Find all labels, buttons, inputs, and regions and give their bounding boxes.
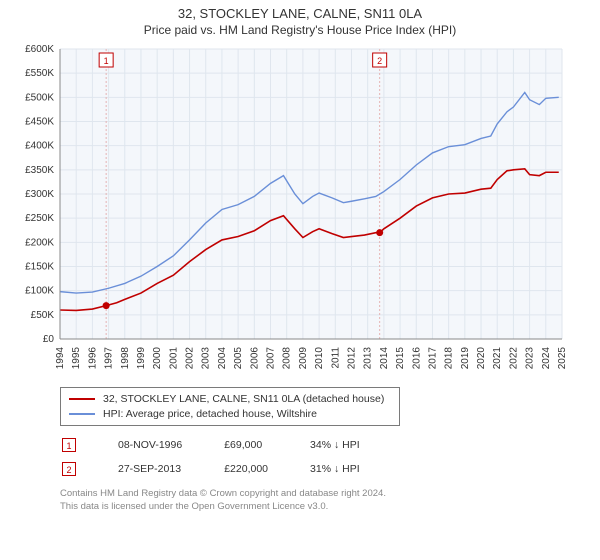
svg-text:£450K: £450K	[25, 117, 54, 128]
marker-badge: 1	[62, 438, 76, 452]
marker-date: 27-SEP-2013	[118, 458, 222, 480]
svg-text:2001: 2001	[168, 347, 179, 370]
marker-price: £69,000	[224, 434, 308, 456]
svg-text:£150K: £150K	[25, 262, 54, 273]
svg-text:1994: 1994	[55, 347, 66, 370]
svg-text:1995: 1995	[71, 347, 82, 370]
marker-badge: 2	[62, 462, 76, 476]
legend-swatch	[69, 398, 95, 400]
svg-text:2006: 2006	[249, 347, 260, 370]
marker-price: £220,000	[224, 458, 308, 480]
svg-text:2009: 2009	[298, 347, 309, 370]
svg-text:2020: 2020	[476, 347, 487, 370]
svg-text:2021: 2021	[492, 347, 503, 370]
svg-text:2025: 2025	[557, 347, 568, 370]
svg-text:1999: 1999	[136, 347, 147, 370]
svg-text:2005: 2005	[233, 347, 244, 370]
legend-swatch	[69, 413, 95, 415]
svg-text:1997: 1997	[104, 347, 115, 370]
markers-table: 1 08-NOV-1996 £69,000 34% ↓ HPI 2 27-SEP…	[60, 432, 402, 482]
svg-text:2002: 2002	[185, 347, 196, 370]
svg-text:1996: 1996	[87, 347, 98, 370]
legend-label: HPI: Average price, detached house, Wilt…	[103, 407, 317, 422]
chart-subtitle: Price paid vs. HM Land Registry's House …	[12, 23, 588, 37]
svg-text:2003: 2003	[201, 347, 212, 370]
svg-text:£400K: £400K	[25, 141, 54, 152]
marker-row: 2 27-SEP-2013 £220,000 31% ↓ HPI	[62, 458, 400, 480]
marker-delta: 31% ↓ HPI	[310, 458, 400, 480]
svg-text:2007: 2007	[266, 347, 277, 370]
svg-text:£350K: £350K	[25, 165, 54, 176]
svg-text:2019: 2019	[460, 347, 471, 370]
svg-text:2004: 2004	[217, 347, 228, 370]
svg-text:2011: 2011	[330, 347, 341, 369]
svg-text:2015: 2015	[395, 347, 406, 370]
legend-item: HPI: Average price, detached house, Wilt…	[69, 407, 391, 422]
svg-text:2008: 2008	[282, 347, 293, 370]
svg-text:£0: £0	[43, 334, 55, 345]
credit-text: Contains HM Land Registry data © Crown c…	[60, 488, 588, 513]
marker-date: 08-NOV-1996	[118, 434, 222, 456]
svg-text:£550K: £550K	[25, 68, 54, 79]
marker-delta: 34% ↓ HPI	[310, 434, 400, 456]
svg-text:2: 2	[377, 56, 382, 66]
svg-text:2016: 2016	[411, 347, 422, 370]
svg-text:1998: 1998	[120, 347, 131, 370]
svg-text:2018: 2018	[444, 347, 455, 370]
svg-text:1: 1	[104, 56, 109, 66]
svg-text:2013: 2013	[363, 347, 374, 370]
svg-text:£250K: £250K	[25, 213, 54, 224]
svg-text:£200K: £200K	[25, 237, 54, 248]
svg-text:2010: 2010	[314, 347, 325, 370]
svg-text:£100K: £100K	[25, 286, 54, 297]
svg-text:£600K: £600K	[25, 44, 54, 55]
legend: 32, STOCKLEY LANE, CALNE, SN11 0LA (deta…	[60, 387, 400, 426]
legend-item: 32, STOCKLEY LANE, CALNE, SN11 0LA (deta…	[69, 392, 391, 407]
svg-text:£300K: £300K	[25, 189, 54, 200]
svg-text:£500K: £500K	[25, 92, 54, 103]
line-chart: £0 £50K £100K £150K £200K £250K £300K £350K £400…	[12, 43, 572, 383]
svg-text:2014: 2014	[379, 347, 390, 370]
svg-text:£50K: £50K	[31, 310, 55, 321]
svg-text:2022: 2022	[508, 347, 519, 370]
credit-line: Contains HM Land Registry data © Crown c…	[60, 488, 588, 500]
chart-area: £0 £50K £100K £150K £200K £250K £300K £350K £400…	[12, 43, 588, 383]
marker-row: 1 08-NOV-1996 £69,000 34% ↓ HPI	[62, 434, 400, 456]
svg-text:2012: 2012	[346, 347, 357, 370]
credit-line: This data is licensed under the Open Gov…	[60, 501, 588, 513]
svg-text:2023: 2023	[525, 347, 536, 370]
chart-title: 32, STOCKLEY LANE, CALNE, SN11 0LA	[12, 6, 588, 21]
svg-text:2000: 2000	[152, 347, 163, 370]
svg-text:2024: 2024	[541, 347, 552, 370]
legend-label: 32, STOCKLEY LANE, CALNE, SN11 0LA (deta…	[103, 392, 384, 407]
svg-text:2017: 2017	[427, 347, 438, 370]
